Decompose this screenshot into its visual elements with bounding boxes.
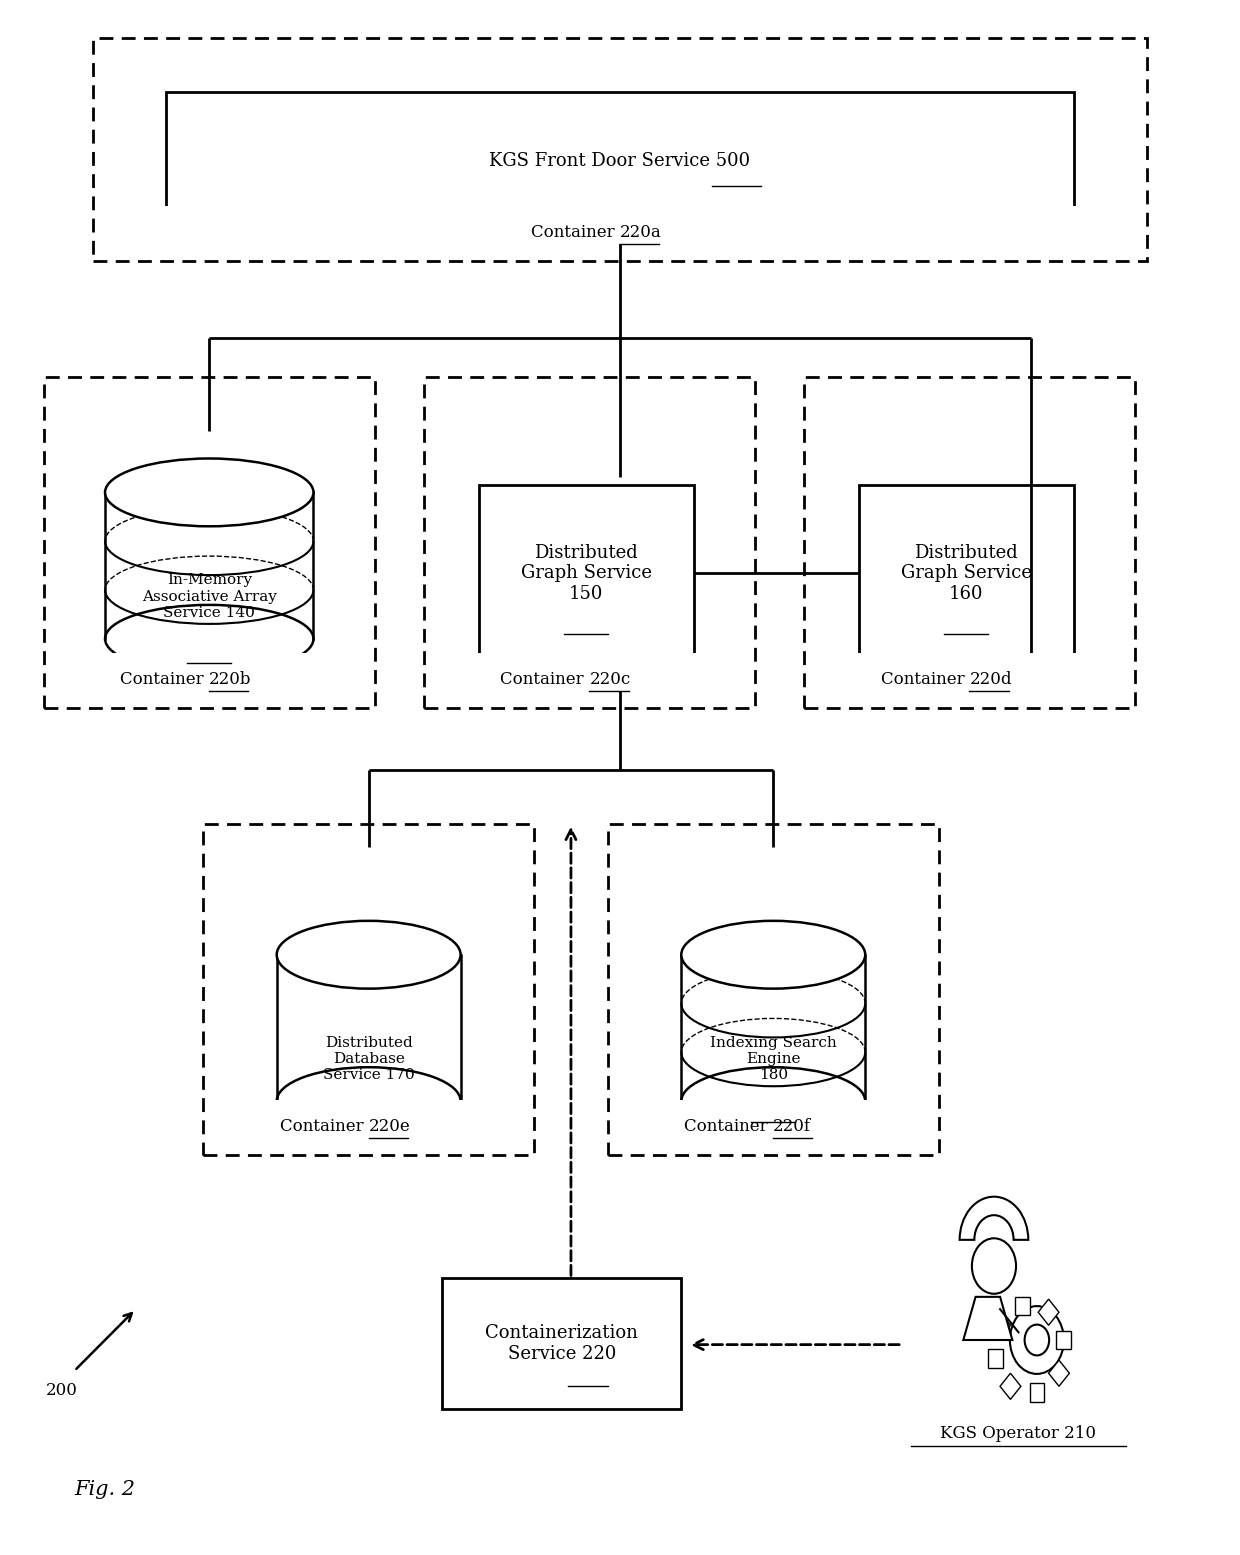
Text: In-Memory
Associative Array
Service 140: In-Memory Associative Array Service 140: [141, 574, 277, 620]
Bar: [479, 485, 693, 662]
Text: Container: Container: [684, 1118, 774, 1135]
Ellipse shape: [681, 921, 866, 989]
Text: KGS Front Door Service 500: KGS Front Door Service 500: [490, 152, 750, 169]
Text: Container 220a: Container 220a: [554, 224, 686, 241]
Bar: [424, 376, 755, 708]
Text: Container: Container: [120, 672, 210, 689]
Text: 220a: 220a: [620, 224, 662, 241]
Bar: [999, 1373, 1021, 1400]
Bar: [105, 493, 314, 639]
Bar: [56, 653, 362, 692]
Bar: [620, 1099, 926, 1138]
Bar: [1014, 1297, 1029, 1316]
Circle shape: [1024, 1325, 1049, 1356]
Text: 220e: 220e: [368, 1118, 410, 1135]
Text: 220d: 220d: [970, 672, 1012, 689]
Ellipse shape: [105, 605, 314, 673]
Text: Container: Container: [501, 672, 589, 689]
Text: Indexing Search
Engine
180: Indexing Search Engine 180: [709, 1036, 837, 1082]
Bar: [859, 485, 1074, 662]
Text: Container 220d: Container 220d: [904, 672, 1035, 689]
Bar: [988, 1350, 1003, 1368]
Bar: [436, 653, 743, 692]
Bar: [43, 376, 374, 708]
Bar: [277, 955, 460, 1101]
Text: Container: Container: [880, 672, 970, 689]
Bar: [608, 824, 939, 1155]
Text: Container 220f: Container 220f: [709, 1118, 837, 1135]
Text: Container: Container: [531, 224, 620, 241]
Wedge shape: [960, 1197, 1028, 1239]
Bar: [1029, 1382, 1044, 1401]
Text: Container 220e: Container 220e: [304, 1118, 434, 1135]
Circle shape: [1009, 1306, 1064, 1375]
Ellipse shape: [681, 1067, 866, 1135]
Text: 220c: 220c: [589, 672, 631, 689]
Text: 220f: 220f: [774, 1118, 811, 1135]
Text: 220b: 220b: [210, 672, 252, 689]
Text: Distributed
Graph Service
150: Distributed Graph Service 150: [521, 544, 652, 603]
Bar: [105, 205, 1135, 244]
Bar: [1049, 1361, 1069, 1387]
Polygon shape: [963, 1297, 1012, 1340]
Ellipse shape: [277, 1067, 460, 1135]
Text: Container: Container: [280, 1118, 368, 1135]
Bar: [166, 92, 1074, 230]
Text: Fig. 2: Fig. 2: [74, 1480, 135, 1499]
Bar: [1056, 1331, 1071, 1350]
Text: Containerization
Service 220: Containerization Service 220: [485, 1325, 639, 1364]
Text: Distributed
Database
Service 170: Distributed Database Service 170: [322, 1036, 414, 1082]
Bar: [804, 376, 1135, 708]
Bar: [216, 1099, 522, 1138]
Ellipse shape: [105, 459, 314, 526]
Ellipse shape: [277, 921, 460, 989]
Text: Container 220c: Container 220c: [525, 672, 655, 689]
Bar: [681, 955, 866, 1101]
Text: Container 220b: Container 220b: [144, 672, 275, 689]
Bar: [203, 824, 534, 1155]
Bar: [990, 1312, 1011, 1339]
Bar: [93, 37, 1147, 261]
Text: KGS Operator 210: KGS Operator 210: [940, 1424, 1096, 1441]
Bar: [443, 1278, 681, 1409]
Text: Distributed
Graph Service
160: Distributed Graph Service 160: [901, 544, 1032, 603]
Bar: [1038, 1298, 1059, 1325]
Circle shape: [972, 1238, 1016, 1294]
Bar: [816, 653, 1122, 692]
Text: 200: 200: [46, 1381, 78, 1398]
